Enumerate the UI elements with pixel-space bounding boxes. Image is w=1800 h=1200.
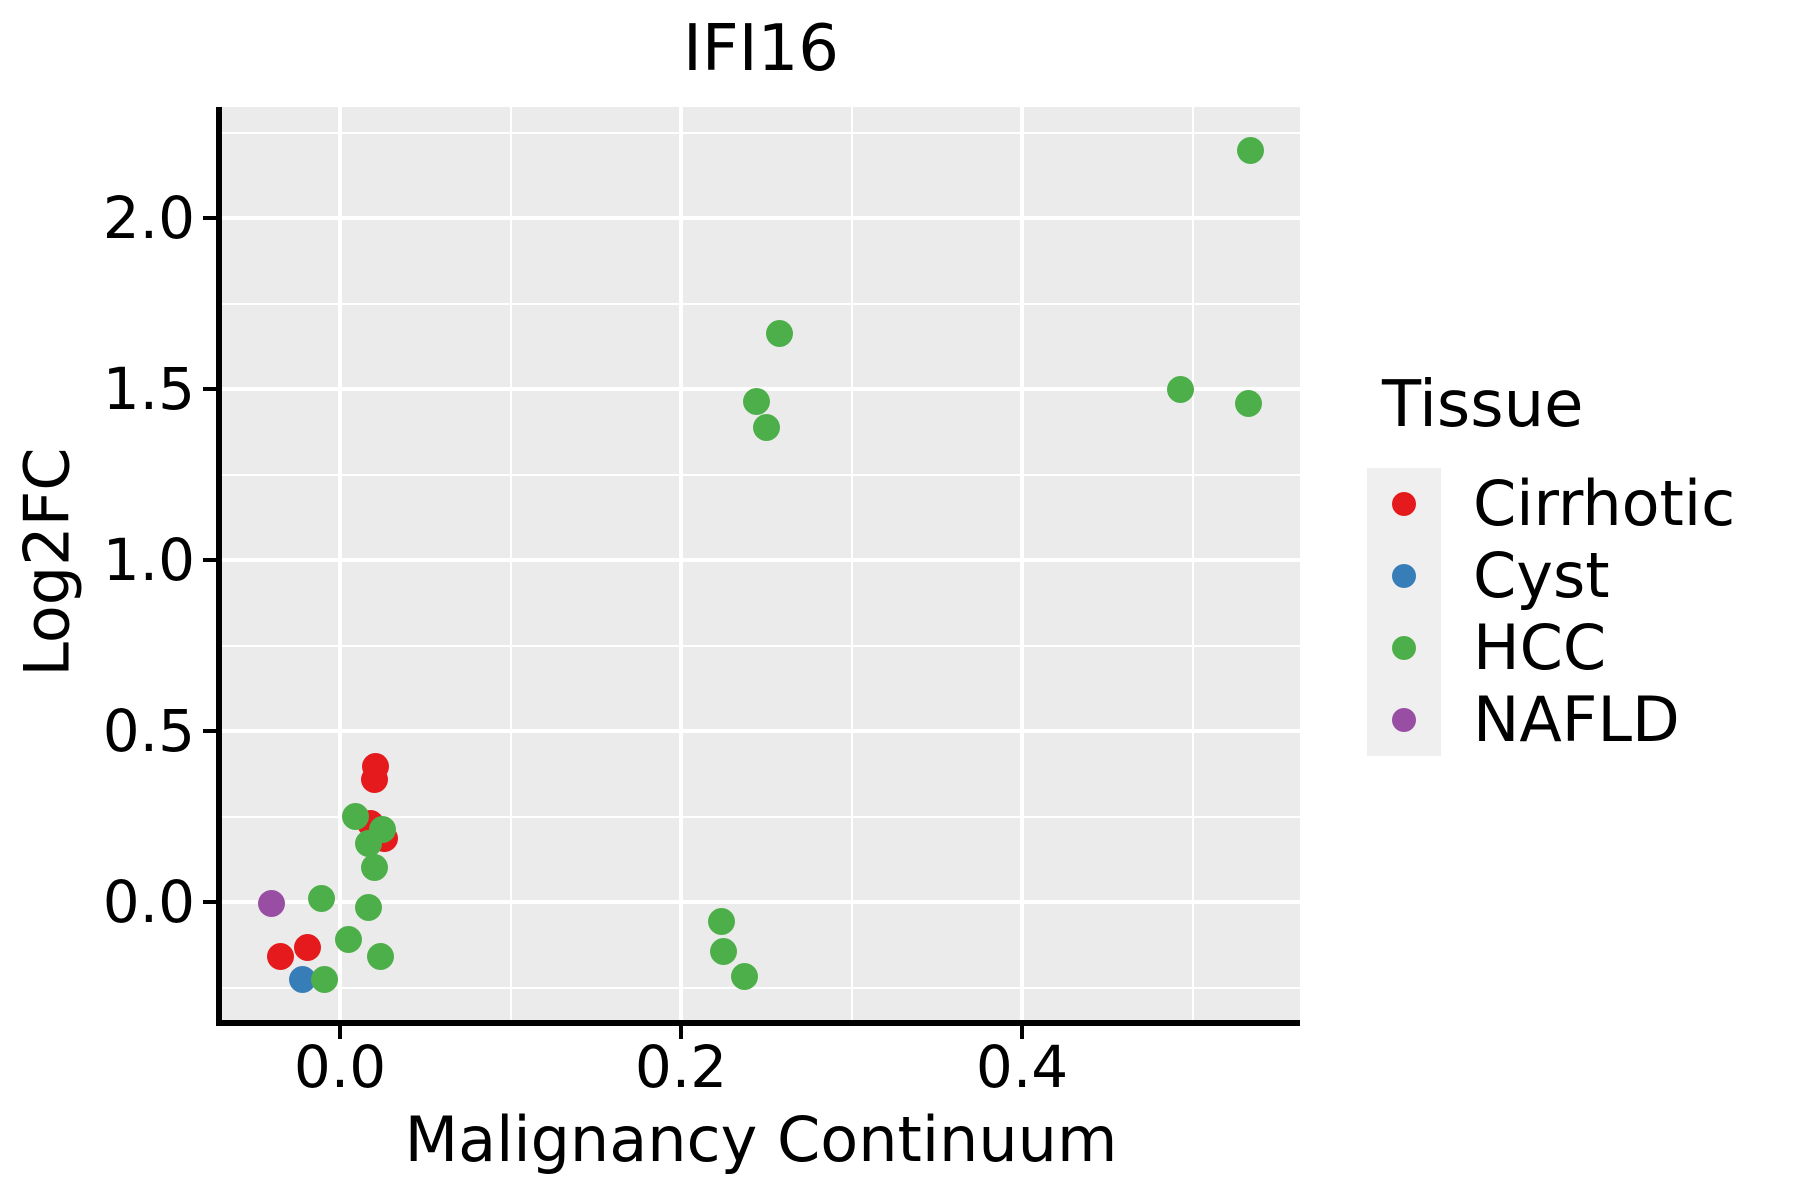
data-point-hcc bbox=[341, 803, 369, 831]
y-minor-gridline bbox=[222, 473, 1300, 476]
y-major-gridline bbox=[222, 900, 1300, 905]
data-point-hcc bbox=[752, 413, 780, 441]
legend-title: Tissue bbox=[1382, 368, 1584, 442]
x-axis-line bbox=[216, 1020, 1300, 1026]
x-major-gridline bbox=[679, 107, 684, 1020]
y-tick-label: 0.0 bbox=[102, 868, 195, 937]
y-tick-label: 0.5 bbox=[102, 697, 195, 766]
data-point-hcc bbox=[311, 966, 339, 994]
y-minor-gridline bbox=[222, 131, 1300, 134]
y-tick-mark bbox=[203, 729, 216, 734]
plot-panel bbox=[222, 107, 1300, 1020]
y-major-gridline bbox=[222, 729, 1300, 734]
y-tick-mark bbox=[203, 900, 216, 905]
legend-dot-nafld bbox=[1392, 708, 1416, 732]
legend-label-cirrhotic: Cirrhotic bbox=[1473, 467, 1736, 540]
y-tick-mark bbox=[203, 387, 216, 392]
data-point-hcc bbox=[355, 893, 383, 921]
data-point-hcc bbox=[367, 942, 395, 970]
x-major-gridline bbox=[1020, 107, 1025, 1020]
data-point-hcc bbox=[730, 963, 758, 991]
legend-key-cyst bbox=[1367, 540, 1441, 612]
data-point-hcc bbox=[1237, 136, 1265, 164]
legend-label-cyst: Cyst bbox=[1473, 539, 1610, 612]
y-minor-gridline bbox=[222, 986, 1300, 989]
legend-key-cirrhotic bbox=[1367, 468, 1441, 540]
legend-key-hcc bbox=[1367, 612, 1441, 684]
data-point-hcc bbox=[355, 829, 383, 857]
y-tick-mark bbox=[203, 558, 216, 563]
x-tick-mark bbox=[679, 1026, 684, 1039]
x-major-gridline bbox=[337, 107, 342, 1020]
x-tick-mark bbox=[1020, 1026, 1025, 1039]
y-axis-line bbox=[216, 107, 222, 1026]
data-point-hcc bbox=[1235, 389, 1263, 417]
data-point-cirrhotic bbox=[294, 934, 322, 962]
data-point-hcc bbox=[710, 938, 738, 966]
data-point-hcc bbox=[708, 908, 736, 936]
y-major-gridline bbox=[222, 216, 1300, 221]
data-point-nafld bbox=[258, 889, 286, 917]
legend-dot-cyst bbox=[1392, 564, 1416, 588]
data-point-hcc bbox=[742, 387, 770, 415]
x-minor-gridline bbox=[1191, 107, 1194, 1020]
y-tick-label: 1.0 bbox=[102, 526, 195, 595]
data-point-cirrhotic bbox=[266, 942, 294, 970]
y-minor-gridline bbox=[222, 644, 1300, 647]
data-point-hcc bbox=[766, 319, 794, 347]
y-major-gridline bbox=[222, 558, 1300, 563]
x-tick-label: 0.0 bbox=[293, 1033, 387, 1101]
legend-dot-hcc bbox=[1392, 636, 1416, 660]
x-minor-gridline bbox=[850, 107, 853, 1020]
x-tick-mark bbox=[337, 1026, 342, 1039]
legend-label-hcc: HCC bbox=[1473, 611, 1607, 684]
data-point-cirrhotic bbox=[360, 766, 388, 794]
legend-label-nafld: NAFLD bbox=[1473, 683, 1680, 756]
data-point-hcc bbox=[1167, 375, 1195, 403]
y-minor-gridline bbox=[222, 815, 1300, 818]
x-tick-label: 0.4 bbox=[975, 1033, 1069, 1101]
y-minor-gridline bbox=[222, 302, 1300, 305]
legend-key-nafld bbox=[1367, 684, 1441, 756]
data-point-hcc bbox=[360, 854, 388, 882]
x-minor-gridline bbox=[509, 107, 512, 1020]
data-point-hcc bbox=[307, 884, 335, 912]
legend-dot-cirrhotic bbox=[1392, 492, 1416, 516]
x-tick-label: 0.2 bbox=[634, 1033, 728, 1101]
data-point-hcc bbox=[335, 925, 363, 953]
x-axis-label: Malignancy Continuum bbox=[404, 1103, 1118, 1176]
y-tick-label: 1.5 bbox=[102, 355, 195, 424]
plot-title: IFI16 bbox=[683, 12, 839, 86]
y-tick-label: 2.0 bbox=[102, 184, 195, 253]
y-tick-mark bbox=[203, 216, 216, 221]
